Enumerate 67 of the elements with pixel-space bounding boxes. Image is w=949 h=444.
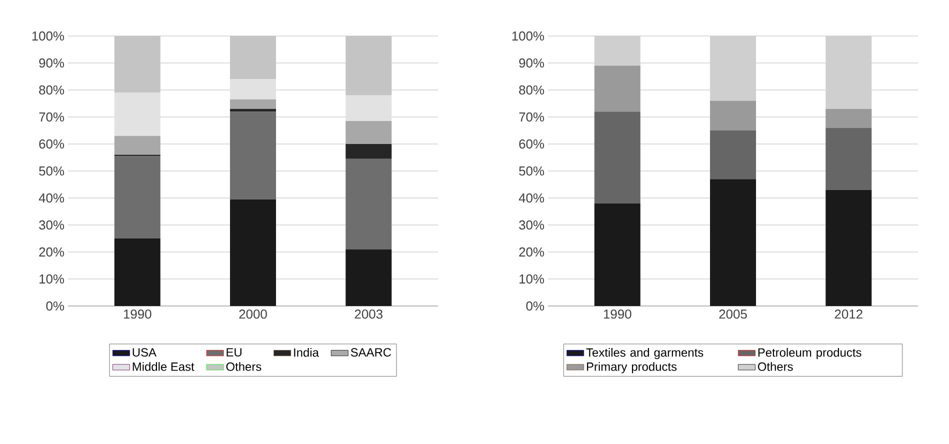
y-tick-label: 90% [39,58,64,68]
legend-label: EU [226,348,242,357]
bar [230,199,276,306]
x-tick-label: 1990 [604,310,632,319]
bar [230,99,276,109]
bar [710,130,756,180]
y-tick-label: 60% [39,139,64,149]
bar [114,136,160,155]
x-tick-label: 1990 [124,310,152,319]
bar [114,238,160,306]
bar [230,112,276,200]
bar [594,112,640,204]
legend-label: SAARC [350,348,392,357]
y-tick-label: 40% [518,193,544,203]
y-tick-label: 30% [39,220,64,230]
y-tick-label: 10% [40,274,64,284]
y-tick-label: 0% [526,301,544,311]
legend-label: Textiles and garments [586,348,704,360]
legend-label: Primary products [587,362,677,374]
y-tick-label: 100% [32,31,64,41]
legend-label: Middle East [132,362,194,371]
bar [346,144,392,159]
bar [826,108,872,128]
bar [346,121,392,144]
y-tick-label: 70% [39,112,64,122]
bar [594,203,640,306]
bar [114,92,160,136]
bar [346,36,392,96]
bar [346,158,392,250]
bar [346,95,392,122]
bar [230,79,276,100]
y-tick-label: 80% [39,85,64,95]
y-tick-label: 0% [46,301,64,311]
x-tick-label: 2012 [834,310,862,319]
x-tick-label: 2000 [239,310,267,319]
bar [710,100,756,130]
x-tick-label: 2003 [354,310,382,319]
y-tick-label: 20% [519,247,544,257]
y-tick-label: 50% [39,166,64,176]
y-tick-label: 90% [519,58,544,68]
bar [230,36,276,80]
bar [114,36,160,93]
y-tick-label: 40% [38,193,64,203]
y-tick-label: 80% [519,85,544,95]
y-tick-label: 100% [512,31,544,41]
bar [594,66,640,112]
y-tick-label: 10% [520,274,544,284]
bar [594,36,640,66]
bar [114,156,160,238]
y-tick-label: 60% [519,139,544,149]
legend-label: USA [132,348,156,357]
y-tick-label: 50% [519,166,544,176]
bar [710,179,756,306]
bar [826,128,872,190]
x-tick-label: 2005 [719,310,747,319]
bar [710,36,756,101]
bar [346,249,392,306]
bar [826,190,872,306]
y-tick-label: 70% [519,112,544,122]
bar [826,36,872,109]
y-tick-label: 20% [39,247,64,257]
legend-label: Others [758,362,793,371]
bar [230,108,276,112]
legend-label: Petroleum products [758,348,862,360]
legend-label: Others [226,362,262,371]
legend-label: India [294,348,319,357]
y-tick-label: 30% [519,220,544,230]
